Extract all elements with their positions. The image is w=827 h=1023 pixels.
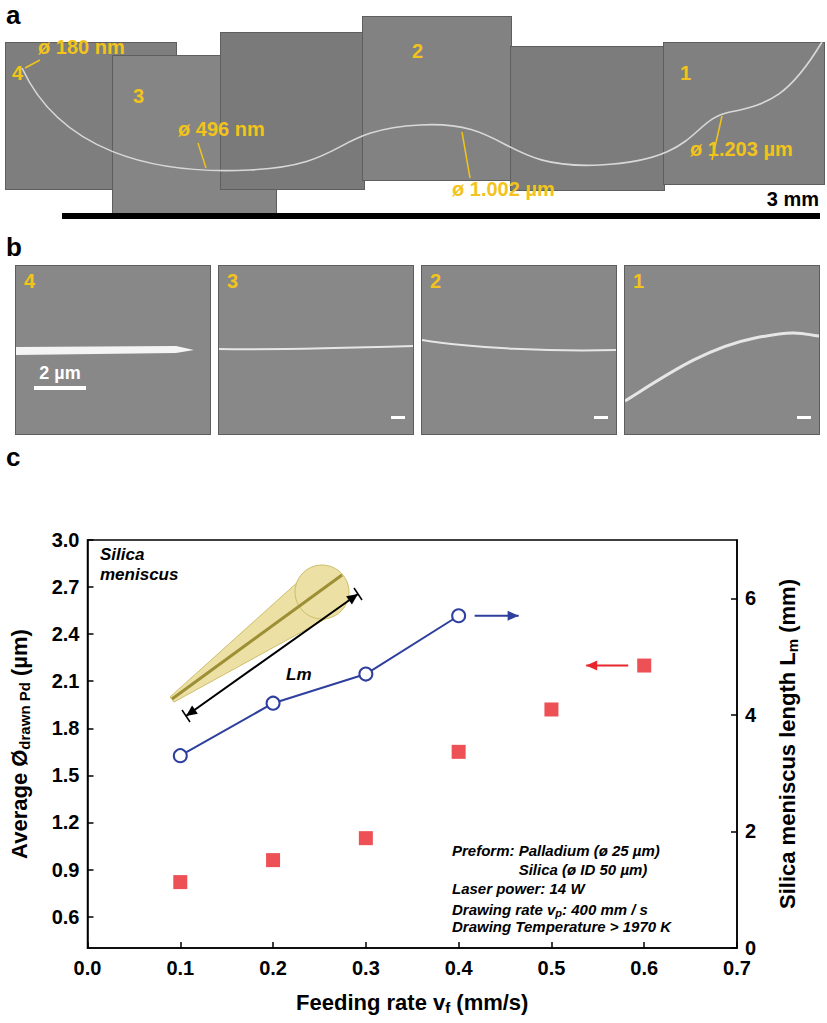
svg-text:0: 0 — [745, 937, 756, 959]
svg-text:0.6: 0.6 — [630, 957, 658, 979]
svg-text:drawn Pd: drawn Pd — [16, 682, 33, 750]
svg-text:Lm: Lm — [286, 665, 312, 684]
svg-text:Silica (ø ID 50 µm): Silica (ø ID 50 µm) — [519, 861, 648, 878]
svg-text:2 µm: 2 µm — [39, 363, 80, 383]
html-text:2: 2 — [412, 40, 424, 62]
svg-text:0.6: 0.6 — [52, 906, 80, 928]
svg-text:meniscus: meniscus — [100, 565, 178, 584]
html-text:ø 180 nm: ø 180 nm — [38, 36, 125, 58]
svg-text:0.3: 0.3 — [352, 957, 380, 979]
html-text:c: c — [6, 442, 21, 472]
svg-text:0.5: 0.5 — [538, 957, 566, 979]
html-text:4: 4 — [24, 270, 36, 292]
svg-text:1.2: 1.2 — [52, 811, 80, 833]
html-text:4: 4 — [12, 62, 24, 84]
svg-text:Silica: Silica — [100, 545, 144, 564]
html-text:ø 1.002 µm: ø 1.002 µm — [452, 178, 555, 200]
html-text:a: a — [6, 0, 21, 30]
svg-text:Preform:: Preform: — [452, 842, 515, 859]
svg-text:0.2: 0.2 — [259, 957, 287, 979]
svg-text:0.4: 0.4 — [445, 957, 474, 979]
svg-text:(µm): (µm) — [7, 629, 32, 682]
svg-text:400 mm / s: 400 mm / s — [567, 901, 648, 918]
svg-text:Feeding rate v: Feeding rate v — [296, 990, 446, 1015]
svg-text:1.8: 1.8 — [52, 717, 80, 739]
svg-text:0.0: 0.0 — [74, 957, 102, 979]
html-text:ø 1.203 µm: ø 1.203 µm — [690, 138, 793, 160]
svg-text:6: 6 — [745, 587, 756, 609]
svg-text:Drawing rate v: Drawing rate v — [452, 901, 557, 918]
svg-text:> 1970 K: > 1970 K — [606, 918, 673, 935]
svg-text:2.7: 2.7 — [52, 576, 80, 598]
html-text:3 mm: 3 mm — [766, 188, 819, 210]
svg-text:0.9: 0.9 — [52, 859, 80, 881]
svg-text:Average Ø: Average Ø — [7, 750, 32, 859]
svg-text:Silica meniscus length L: Silica meniscus length L — [775, 652, 800, 909]
svg-text:14 W: 14 W — [545, 880, 586, 897]
html-text:1: 1 — [633, 270, 645, 292]
svg-text:0.1: 0.1 — [166, 957, 194, 979]
svg-text:0.7: 0.7 — [723, 957, 751, 979]
svg-text:1.5: 1.5 — [52, 764, 80, 786]
svg-text:Drawing Temperature: Drawing Temperature — [452, 918, 606, 935]
html-text:3: 3 — [133, 85, 145, 107]
svg-text:f: f — [445, 999, 451, 1016]
html-text:b: b — [6, 232, 22, 262]
svg-text:m: m — [784, 639, 801, 652]
svg-text:(mm): (mm) — [775, 579, 800, 639]
svg-text:2.1: 2.1 — [52, 670, 80, 692]
html-text:3: 3 — [227, 270, 239, 292]
svg-text:3.0: 3.0 — [52, 529, 80, 551]
svg-text:2.4: 2.4 — [52, 623, 81, 645]
html-text:p:: p: — [555, 900, 568, 919]
svg-text:(mm/s): (mm/s) — [450, 990, 528, 1015]
svg-text:4: 4 — [745, 704, 757, 726]
html-text:2: 2 — [430, 270, 442, 292]
svg-text:Palladium (ø 25 µm): Palladium (ø 25 µm) — [515, 842, 660, 859]
svg-text:Laser power:: Laser power: — [452, 880, 545, 897]
html-text:ø 496 nm: ø 496 nm — [178, 118, 265, 140]
html-text:1: 1 — [680, 62, 692, 84]
svg-text:2: 2 — [745, 820, 756, 842]
